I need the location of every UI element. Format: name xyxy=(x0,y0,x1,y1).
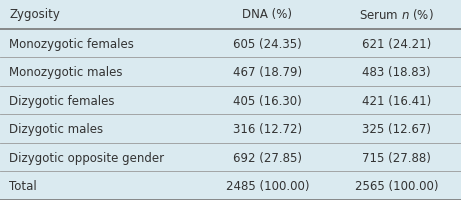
Text: Zygosity: Zygosity xyxy=(9,8,60,21)
Text: Serum $n$ (%): Serum $n$ (%) xyxy=(359,7,434,22)
Text: Dizygotic opposite gender: Dizygotic opposite gender xyxy=(9,151,164,164)
Text: Monozygotic males: Monozygotic males xyxy=(9,66,123,79)
Text: Monozygotic females: Monozygotic females xyxy=(9,37,134,50)
Text: Total: Total xyxy=(9,179,37,192)
Text: 325 (12.67): 325 (12.67) xyxy=(362,123,431,135)
Text: 316 (12.72): 316 (12.72) xyxy=(233,123,302,135)
Text: 405 (16.30): 405 (16.30) xyxy=(233,94,302,107)
Text: Dizygotic males: Dizygotic males xyxy=(9,123,103,135)
Text: Dizygotic females: Dizygotic females xyxy=(9,94,115,107)
Text: 605 (24.35): 605 (24.35) xyxy=(233,37,302,50)
Text: 621 (24.21): 621 (24.21) xyxy=(362,37,431,50)
Text: 483 (18.83): 483 (18.83) xyxy=(362,66,431,79)
Text: 2565 (100.00): 2565 (100.00) xyxy=(355,179,438,192)
Text: DNA (%): DNA (%) xyxy=(242,8,292,21)
Text: 715 (27.88): 715 (27.88) xyxy=(362,151,431,164)
Text: 467 (18.79): 467 (18.79) xyxy=(233,66,302,79)
Text: 421 (16.41): 421 (16.41) xyxy=(362,94,431,107)
Text: 2485 (100.00): 2485 (100.00) xyxy=(225,179,309,192)
Text: 692 (27.85): 692 (27.85) xyxy=(233,151,302,164)
